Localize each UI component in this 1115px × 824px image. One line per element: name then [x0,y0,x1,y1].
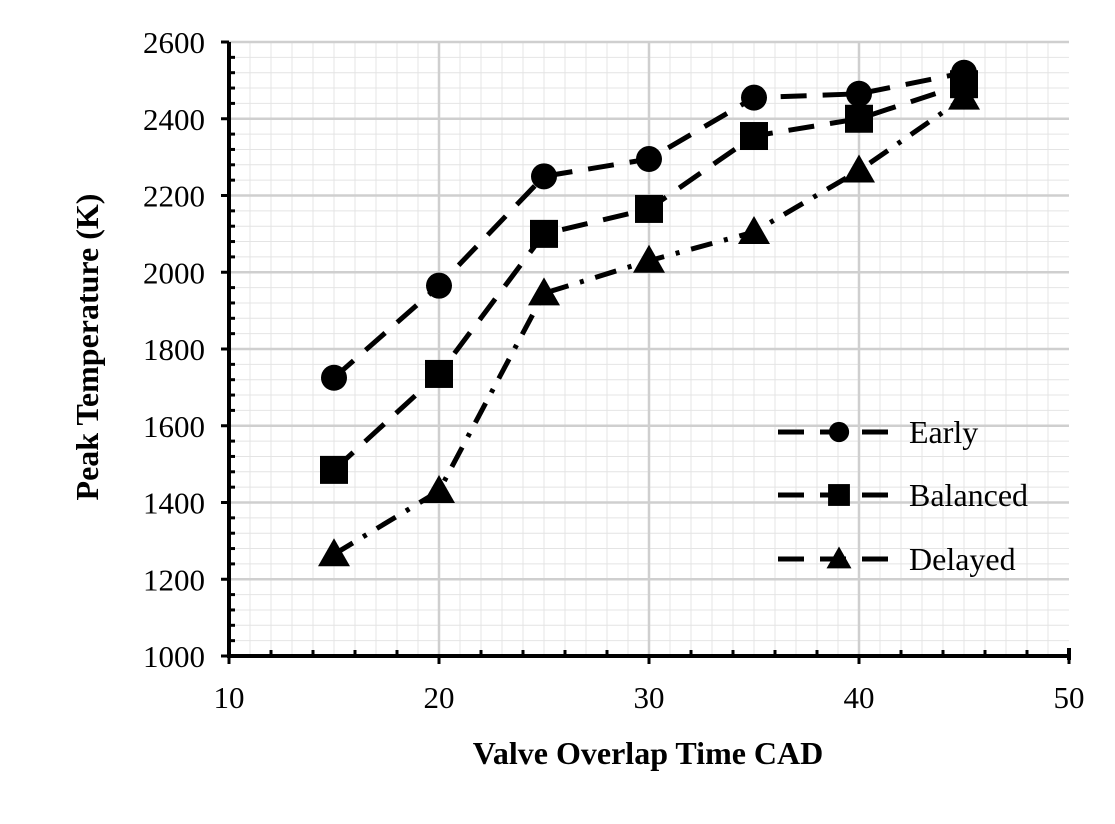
legend-marker-balanced [828,484,850,506]
y-tick-label: 2600 [143,25,205,60]
data-point-early [426,272,452,299]
data-point-early [846,80,872,107]
data-point-delayed [948,81,980,110]
y-tick-label: 1400 [143,486,205,521]
data-series [318,59,980,567]
legend-marker-early [828,421,850,443]
x-axis-title: Valve Overlap Time CAD [473,735,824,771]
y-axis-title: Peak Temperature (K) [69,194,105,501]
y-tick-label: 2000 [143,255,205,290]
legend: Early Balanced Delayed [778,414,1028,577]
data-point-early [321,364,347,391]
y-tick-label: 1200 [143,562,205,597]
data-point-balanced [635,194,663,223]
legend-label-delayed: Delayed [909,541,1016,577]
data-point-balanced [320,455,348,484]
data-point-balanced [740,122,768,151]
data-point-delayed [843,154,875,183]
y-tick-label: 1000 [143,639,205,674]
data-point-balanced [530,219,558,248]
major-gridlines [229,40,1069,656]
y-tick-label: 2200 [143,179,205,214]
data-point-early [741,84,767,111]
x-tick-label: 30 [634,680,665,715]
x-tick-label: 20 [424,680,455,715]
y-tick-label: 2400 [143,102,205,137]
y-tick-label: 1600 [143,409,205,444]
series-delayed [318,81,980,567]
x-tick-label: 40 [844,680,875,715]
x-tick-label: 10 [214,680,245,715]
y-tick-label: 1800 [143,332,205,367]
data-point-early [636,146,662,173]
legend-entry-early: Early [778,414,978,450]
data-point-early [531,163,557,190]
data-point-delayed [528,277,560,306]
series-balanced [320,70,978,484]
legend-label-balanced: Balanced [909,477,1028,513]
data-point-balanced [425,359,453,388]
data-point-delayed [633,244,665,273]
legend-entry-delayed: Delayed [778,541,1016,577]
data-point-delayed [423,474,455,503]
x-tick-label: 50 [1054,680,1085,715]
data-point-balanced [845,104,873,133]
legend-label-early: Early [909,414,978,450]
legend-marker-delayed [826,546,852,569]
legend-entry-balanced: Balanced [778,477,1028,513]
series-early [321,59,977,391]
axes [221,40,1071,664]
data-point-delayed [318,538,350,567]
data-point-delayed [738,215,770,244]
tick-labels: 1000 1200 1400 1600 1800 2000 2200 2400 2600 10 20… [143,25,1085,715]
